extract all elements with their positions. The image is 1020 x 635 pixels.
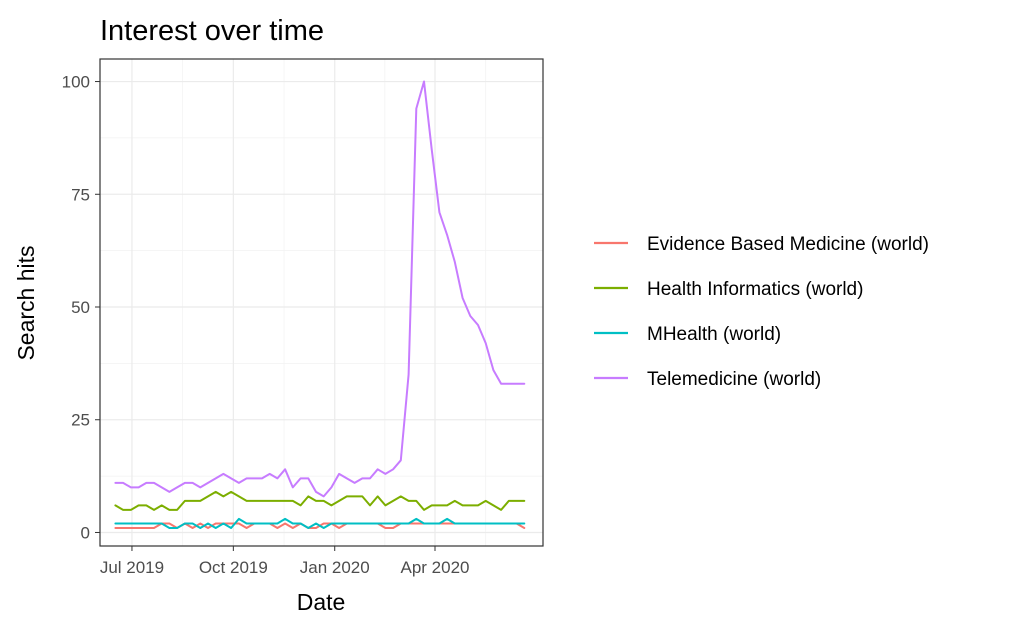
series-layer bbox=[114, 80, 526, 529]
y-tick-label: 0 bbox=[81, 523, 90, 542]
x-axis-label: Date bbox=[297, 589, 346, 615]
grid-major bbox=[100, 59, 543, 546]
x-tick-label: Oct 2019 bbox=[199, 558, 268, 577]
y-tick-label: 50 bbox=[71, 298, 90, 317]
legend-label: Health Informatics (world) bbox=[647, 279, 863, 300]
x-tick-label: Jan 2020 bbox=[300, 558, 370, 577]
series-line-health-informatics-world bbox=[114, 490, 526, 511]
legend-label: MHealth (world) bbox=[647, 324, 781, 345]
y-axis: 0 25 50 75 100 bbox=[62, 73, 100, 542]
y-tick-label: 25 bbox=[71, 411, 90, 430]
grid-minor bbox=[100, 59, 543, 546]
y-tick-label: 100 bbox=[62, 73, 90, 92]
y-tick-label: 75 bbox=[71, 185, 90, 204]
legend: Evidence Based Medicine (world) Health In… bbox=[594, 234, 929, 390]
legend-label: Evidence Based Medicine (world) bbox=[647, 234, 929, 255]
series-line-mhealth-world bbox=[114, 517, 526, 529]
x-tick-label: Jul 2019 bbox=[100, 558, 164, 577]
legend-label: Telemedicine (world) bbox=[647, 369, 821, 390]
chart-title: Interest over time bbox=[100, 15, 324, 47]
panel-border bbox=[99, 58, 544, 547]
x-tick-label: Apr 2020 bbox=[401, 558, 470, 577]
y-axis-label: Search hits bbox=[13, 245, 39, 360]
series-line-telemedicine-world bbox=[114, 80, 526, 498]
x-axis: Jul 2019 Oct 2019 Jan 2020 Apr 2020 bbox=[100, 546, 470, 577]
